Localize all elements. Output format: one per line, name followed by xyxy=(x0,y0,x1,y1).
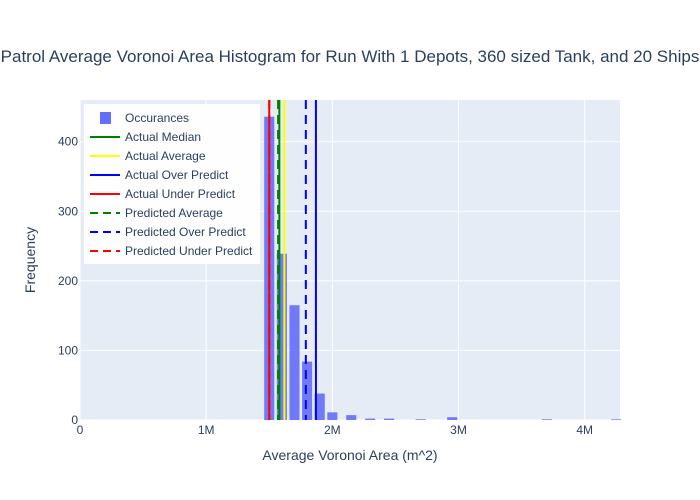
histogram-bar xyxy=(302,361,313,420)
y-tick-label: 400 xyxy=(58,135,78,149)
histogram-bar xyxy=(611,419,622,420)
y-tick-label: 300 xyxy=(58,204,78,218)
y-axis-ticks: 0 100 200 300 400 xyxy=(58,135,78,427)
legend-label: Actual Over Predict xyxy=(125,168,229,182)
legend-swatch xyxy=(100,112,111,124)
x-tick-label: 2M xyxy=(324,423,341,437)
legend-label: Predicted Over Predict xyxy=(125,225,246,239)
x-tick-label: 3M xyxy=(450,423,467,437)
y-tick-label: 100 xyxy=(58,343,78,357)
y-tick-label: 200 xyxy=(58,274,78,288)
legend-label: Actual Under Predict xyxy=(125,187,236,201)
x-tick-label: 4M xyxy=(576,423,593,437)
histogram-bar xyxy=(384,418,395,420)
histogram-bar xyxy=(365,418,376,420)
legend-label: Actual Median xyxy=(125,130,201,144)
reference-lines xyxy=(268,100,317,420)
legend-label: Predicted Average xyxy=(125,206,223,220)
histogram-bar xyxy=(314,393,325,420)
x-axis-title: Average Voronoi Area (m^2) xyxy=(262,447,437,463)
histogram-bar xyxy=(346,415,357,420)
x-tick-label: 1M xyxy=(198,423,215,437)
x-tick-label: 0 xyxy=(77,423,84,437)
histogram-bar xyxy=(289,305,300,420)
histogram-bar xyxy=(447,417,458,420)
y-axis-title: Frequency xyxy=(22,227,38,293)
y-tick-label: 0 xyxy=(71,413,78,427)
x-axis-ticks: 0 1M 2M 3M 4M xyxy=(77,423,593,437)
histogram-bar xyxy=(415,419,426,420)
legend-box xyxy=(84,104,260,264)
chart-title: Patrol Average Voronoi Area Histogram fo… xyxy=(1,47,700,66)
legend-label: Predicted Under Predict xyxy=(125,244,253,258)
legend: Occurances Actual Median Actual Average Act… xyxy=(84,104,260,264)
histogram-bar xyxy=(276,253,287,420)
histogram-bar xyxy=(541,419,552,420)
histogram-bar xyxy=(327,412,338,420)
legend-label: Occurances xyxy=(125,111,189,125)
legend-label: Actual Average xyxy=(125,149,206,163)
